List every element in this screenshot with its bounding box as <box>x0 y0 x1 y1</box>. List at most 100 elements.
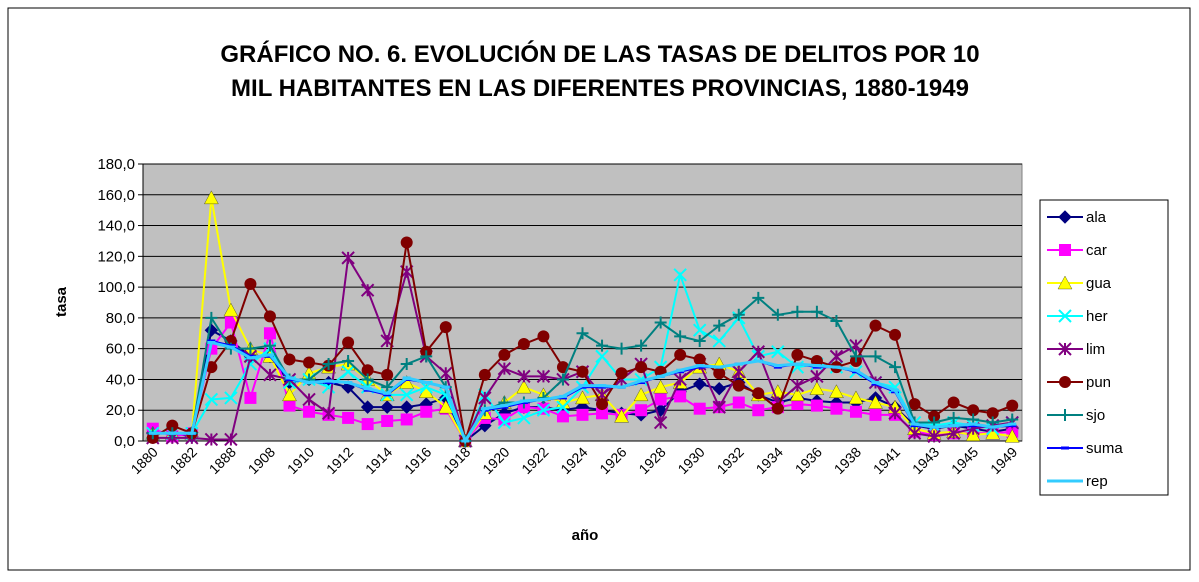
marker <box>633 387 649 401</box>
marker <box>910 424 919 428</box>
marker <box>361 373 374 386</box>
marker <box>166 419 179 432</box>
marker <box>891 388 900 392</box>
marker <box>791 398 804 411</box>
marker <box>341 365 355 379</box>
marker <box>830 402 843 415</box>
marker <box>946 426 961 441</box>
marker <box>439 321 452 334</box>
marker <box>1058 210 1072 224</box>
marker <box>654 393 667 406</box>
marker <box>889 361 902 374</box>
marker <box>928 410 941 423</box>
marker <box>283 353 296 366</box>
marker <box>1058 309 1072 323</box>
marker <box>810 369 824 384</box>
marker <box>790 378 805 393</box>
x-axis-label: año <box>572 527 599 544</box>
marker <box>263 368 277 382</box>
marker <box>793 362 802 366</box>
marker <box>869 350 882 363</box>
marker <box>653 415 668 430</box>
marker <box>399 388 414 402</box>
marker <box>283 399 296 412</box>
y-tick-label: 40,0 <box>106 371 135 388</box>
marker <box>674 348 687 361</box>
marker <box>402 376 411 380</box>
marker <box>771 345 785 359</box>
y-tick-label: 140,0 <box>97 218 135 235</box>
marker <box>1061 446 1069 450</box>
legend-marker <box>1061 446 1069 450</box>
marker <box>829 384 844 398</box>
legend-marker <box>1059 244 1071 256</box>
marker <box>420 350 433 363</box>
legend-marker <box>1058 210 1072 224</box>
marker <box>207 341 216 345</box>
marker <box>773 365 782 369</box>
marker <box>556 410 569 423</box>
marker <box>205 361 218 374</box>
marker <box>575 390 590 405</box>
marker <box>536 403 551 417</box>
marker <box>713 367 726 380</box>
marker <box>617 385 626 389</box>
marker <box>676 368 685 372</box>
marker <box>614 409 629 423</box>
marker <box>1059 409 1071 421</box>
marker <box>400 236 413 249</box>
marker <box>168 431 177 435</box>
marker <box>517 338 530 351</box>
marker <box>907 426 922 441</box>
marker <box>244 278 257 291</box>
series <box>148 340 1017 445</box>
marker <box>285 376 294 380</box>
marker <box>927 429 941 444</box>
marker <box>754 359 763 363</box>
marker <box>360 283 375 297</box>
legend-label: lim <box>1086 341 1105 358</box>
marker <box>441 385 450 389</box>
marker <box>360 400 375 414</box>
marker <box>1008 424 1017 428</box>
marker <box>732 379 745 392</box>
marker <box>422 381 431 385</box>
marker <box>889 328 902 341</box>
legend-marker <box>1058 309 1072 323</box>
marker <box>653 379 668 394</box>
marker <box>791 305 804 318</box>
marker <box>303 356 316 369</box>
marker <box>809 381 825 395</box>
legend-label: ala <box>1086 209 1107 226</box>
marker <box>849 350 862 363</box>
marker <box>888 406 902 421</box>
marker <box>324 379 333 383</box>
marker <box>673 268 687 282</box>
marker <box>578 384 587 388</box>
marker <box>223 302 239 317</box>
marker <box>947 411 960 424</box>
y-tick-label: 20,0 <box>106 402 135 419</box>
marker <box>246 356 255 360</box>
marker <box>399 400 414 414</box>
chart-title: MIL HABITANTES EN LAS DIFERENTES PROVINC… <box>231 75 969 102</box>
marker <box>930 425 939 429</box>
marker <box>517 411 531 425</box>
marker <box>969 424 978 428</box>
marker <box>810 305 823 318</box>
marker <box>498 348 511 361</box>
marker <box>224 432 238 447</box>
marker <box>224 316 237 329</box>
marker <box>947 396 960 409</box>
marker <box>497 361 512 376</box>
legend-label: suma <box>1086 440 1123 457</box>
marker <box>791 348 804 361</box>
marker <box>558 394 567 398</box>
marker <box>517 369 531 384</box>
marker <box>812 364 821 368</box>
marker <box>342 354 355 367</box>
marker <box>439 366 453 380</box>
marker <box>383 391 392 395</box>
y-tick-label: 60,0 <box>106 341 135 358</box>
marker <box>771 308 784 321</box>
